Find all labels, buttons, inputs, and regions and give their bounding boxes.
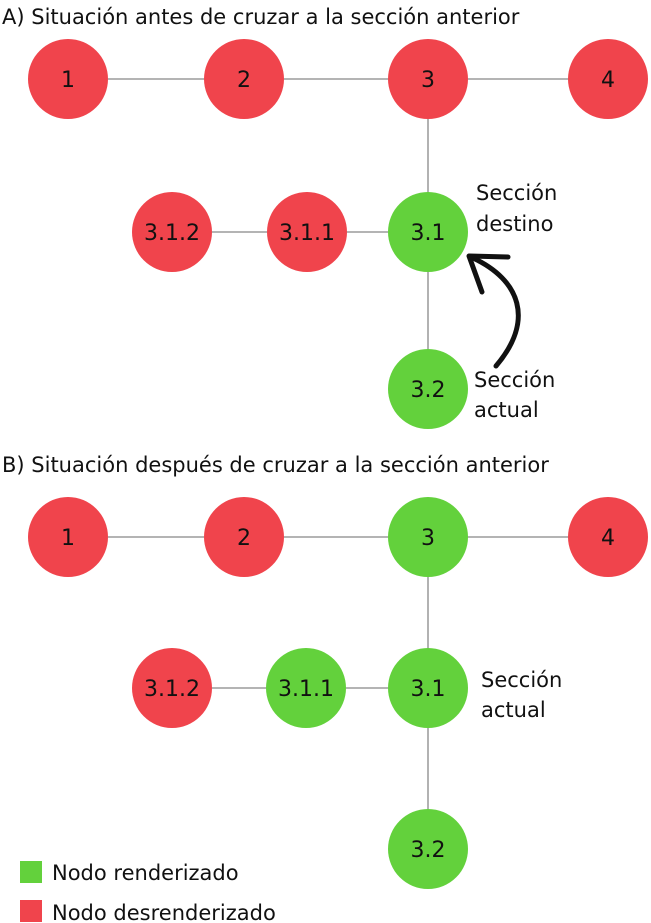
node-2-circle	[204, 39, 284, 119]
legend: Nodo renderizado Nodo desrenderizado	[20, 861, 276, 923]
node-3-2: 3.2	[388, 349, 468, 429]
node-4-circle	[568, 39, 648, 119]
node-b-3-1-2-label: 3.1.2	[144, 677, 200, 702]
node-1-circle	[28, 39, 108, 119]
panel-a: A) Situación antes de cruzar a la secció…	[2, 5, 648, 429]
panel-b-current-line-2: actual	[481, 698, 546, 722]
node-b-4-circle	[568, 497, 648, 577]
node-b-3-1-1-circle	[266, 648, 346, 728]
panel-a-current-line-2: actual	[474, 398, 539, 422]
node-1: 1	[28, 39, 108, 119]
node-3-1: 3.1	[388, 192, 468, 272]
panel-b-current-annotation: Sección actual	[481, 668, 569, 722]
node-3-2-label: 3.2	[411, 378, 446, 403]
panel-a-current-line-1: Sección	[474, 368, 555, 392]
node-b-1-label: 1	[61, 526, 75, 551]
node-b-3-2-circle	[388, 809, 468, 889]
panel-a-title: A) Situación antes de cruzar a la secció…	[2, 5, 520, 29]
node-4-label: 4	[601, 68, 615, 93]
panel-a-nodes: 1 2 3 4 3.1 3.1.1	[28, 39, 648, 429]
node-3-1-1-circle	[267, 192, 347, 272]
node-b-3-1-label: 3.1	[411, 677, 446, 702]
node-b-3-label: 3	[421, 526, 435, 551]
transition-arrow-curve	[470, 255, 521, 369]
node-b-1: 1	[28, 497, 108, 577]
node-3-1-label: 3.1	[411, 221, 446, 246]
panel-a-current-annotation: Sección actual	[474, 368, 562, 422]
legend-rendered-swatch	[20, 861, 42, 883]
node-3-1-1-label: 3.1.1	[279, 221, 335, 246]
node-b-1-circle	[28, 497, 108, 577]
panel-a-target-line-1: Sección	[476, 181, 557, 205]
node-3-1-1: 3.1.1	[267, 192, 347, 272]
transition-arrow	[466, 253, 521, 369]
node-1-label: 1	[61, 68, 75, 93]
node-b-3-1-2-circle	[132, 648, 212, 728]
node-3-1-2-label: 3.1.2	[144, 221, 200, 246]
node-b-3-1-1: 3.1.1	[266, 648, 346, 728]
panel-b-current-line-1: Sección	[481, 668, 562, 692]
node-3-2-circle	[388, 349, 468, 429]
node-b-3-1-1-label: 3.1.1	[278, 677, 334, 702]
panel-b-edges	[108, 536, 569, 809]
node-3-1-2-circle	[132, 192, 212, 272]
node-b-4-label: 4	[601, 526, 615, 551]
node-b-2-label: 2	[237, 526, 251, 551]
panel-a-target-annotation: Sección destino	[476, 181, 564, 236]
panel-a-edges	[108, 78, 569, 349]
node-3-1-2: 3.1.2	[132, 192, 212, 272]
node-b-2-circle	[204, 497, 284, 577]
legend-unrendered-label: Nodo desrenderizado	[52, 901, 276, 923]
node-3-label: 3	[421, 68, 435, 93]
node-b-2: 2	[204, 497, 284, 577]
node-b-3-1-2: 3.1.2	[132, 648, 212, 728]
node-b-3-circle	[388, 497, 468, 577]
panel-b-nodes: 1 2 3 4 3.1 3.1.1	[28, 497, 648, 889]
node-b-3: 3	[388, 497, 468, 577]
node-b-3-2-label: 3.2	[411, 838, 446, 863]
legend-unrendered-swatch	[20, 900, 42, 922]
node-b-4: 4	[568, 497, 648, 577]
node-b-3-1: 3.1	[388, 648, 468, 728]
node-3: 3	[388, 39, 468, 119]
node-4: 4	[568, 39, 648, 119]
node-3-1-circle	[388, 192, 468, 272]
node-3-circle	[388, 39, 468, 119]
panel-a-target-line-2: destino	[476, 212, 553, 236]
panel-b-title: B) Situación después de cruzar a la secc…	[2, 453, 549, 477]
panel-b: B) Situación después de cruzar a la secc…	[2, 453, 648, 889]
transition-arrow-head	[466, 253, 511, 295]
legend-rendered-label: Nodo renderizado	[52, 861, 239, 885]
node-b-3-2: 3.2	[388, 809, 468, 889]
node-b-3-1-circle	[388, 648, 468, 728]
node-2-label: 2	[237, 68, 251, 93]
node-2: 2	[204, 39, 284, 119]
